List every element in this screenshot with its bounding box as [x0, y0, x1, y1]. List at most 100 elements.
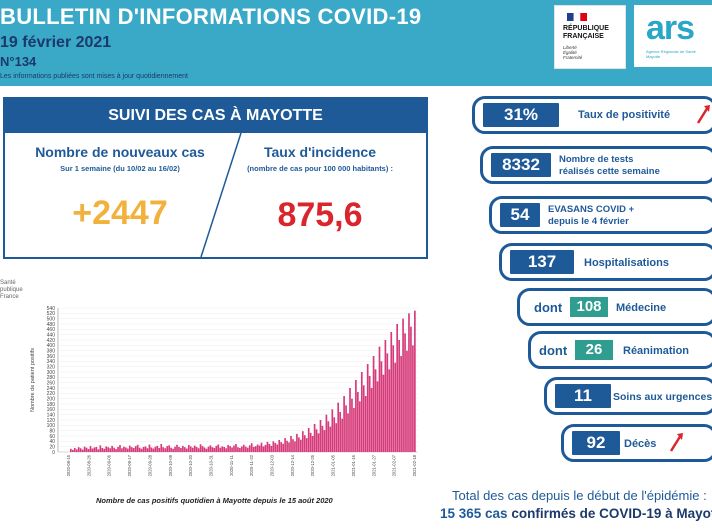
indicator-deces: 92 Décès [561, 424, 712, 462]
y-tick-label: 200 [47, 396, 56, 402]
tests-value: 8332 [491, 153, 551, 177]
y-tick-label: 40 [49, 439, 55, 445]
bar [392, 345, 395, 452]
bar [184, 447, 186, 452]
deces-value: 92 [572, 431, 620, 455]
bar [372, 356, 375, 452]
x-tick-label: 2021-02-07 [392, 454, 397, 476]
bulletin-note: Les informations publiées sont mises à j… [0, 73, 188, 80]
bar [370, 388, 373, 452]
bar [142, 446, 145, 452]
x-tick-label: 2020-10-09 [168, 454, 173, 476]
x-tick-label: 2020-08-26 [86, 454, 91, 476]
positivity-value: 31% [483, 103, 559, 127]
y-tick-label: 360 [47, 354, 56, 360]
rf-name: RÉPUBLIQUE FRANÇAISE [563, 25, 609, 40]
bar [309, 432, 312, 452]
bar [81, 449, 84, 452]
reanimation-prefix: dont [539, 343, 568, 358]
hospitalisations-value: 137 [510, 250, 574, 274]
bar [374, 369, 377, 452]
y-tick-label: 100 [47, 423, 56, 429]
bar [298, 437, 300, 452]
medecine-label: Médecine [616, 302, 667, 314]
y-tick-label: 400 [47, 343, 56, 349]
bar [355, 380, 357, 452]
bar [89, 446, 92, 452]
bar [288, 442, 290, 452]
bar [305, 438, 308, 452]
x-tick-label: 2020-08-15 [66, 454, 71, 476]
bar [87, 449, 90, 452]
bar [191, 447, 194, 452]
bar [376, 381, 379, 452]
trend-up-arrow-icon [669, 433, 683, 452]
x-tick-label: 2020-12-14 [290, 454, 295, 476]
indicator-reanimation: dont 26 Réanimation [528, 331, 712, 369]
indicator-positivity: 31% Taux de positivité [472, 96, 712, 134]
bar [71, 449, 74, 452]
bar [189, 446, 192, 452]
y-tick-label: 460 [47, 327, 56, 333]
bar [307, 428, 310, 452]
x-tick-label: 2020-09-28 [147, 454, 152, 476]
indicator-medecine: dont 108 Médecine [517, 288, 712, 326]
bar [414, 310, 416, 452]
total-cases-count: 15 365 cas [440, 506, 508, 521]
bar [266, 441, 269, 452]
bar [127, 448, 129, 452]
x-tick-label: 2020-11-11 [229, 454, 234, 475]
bar [138, 447, 141, 452]
y-tick-label: 340 [47, 359, 56, 365]
medecine-value: 108 [570, 297, 608, 317]
bar [408, 313, 410, 452]
bar [201, 446, 204, 452]
indicator-tests: 8332 Nombre de tests réalisés cette sema… [480, 146, 712, 184]
new-cases-value: +2447 [72, 194, 168, 232]
bar [246, 447, 249, 452]
bar [313, 424, 316, 452]
bar [115, 449, 117, 452]
reanimation-label: Réanimation [623, 345, 690, 357]
y-axis-label: Nombre de patient positifs [30, 348, 36, 412]
y-tick-label: 180 [47, 402, 56, 408]
bar [174, 446, 176, 452]
bar [410, 326, 412, 452]
bar [121, 448, 123, 452]
x-tick-label: 2020-12-03 [270, 454, 275, 476]
evasans-value: 54 [500, 203, 540, 227]
new-cases-title: Nombre de nouveaux cas [35, 144, 205, 160]
bar [278, 440, 281, 452]
bar [264, 445, 267, 452]
bar [323, 430, 326, 452]
bar [244, 446, 247, 452]
bar [339, 412, 342, 452]
bar [182, 445, 184, 452]
bar [341, 418, 343, 452]
x-tick-label: 2020-12-25 [310, 454, 315, 476]
y-tick-label: 540 [47, 306, 56, 312]
x-tick-label: 2021-01-05 [331, 454, 336, 476]
y-tick-label: 320 [47, 364, 56, 370]
bar [164, 448, 167, 452]
bar [358, 401, 361, 452]
bar [252, 446, 255, 452]
daily-cases-chart: 0204060801001201401601802002202402602803… [30, 306, 418, 476]
bar [349, 388, 351, 452]
bar [160, 444, 163, 452]
bar [146, 448, 149, 452]
bar [223, 446, 226, 452]
bar [333, 417, 336, 452]
bar [268, 444, 271, 452]
chart-caption: Nombre de cas positifs quotidien à Mayot… [96, 496, 333, 505]
y-tick-label: 280 [47, 375, 56, 381]
bar [272, 441, 275, 452]
x-tick-label: 2020-09-17 [127, 454, 132, 476]
bar [217, 444, 220, 452]
sante-publique-france-logo: Santé publique France [0, 280, 23, 300]
bar [107, 447, 110, 452]
bulletin-date: 19 février 2021 [0, 34, 112, 51]
bar [215, 445, 218, 452]
total-cases-rest: confirmés de COVID-19 à Mayotte [511, 506, 712, 521]
x-tick-label: 2021-01-16 [351, 454, 356, 476]
